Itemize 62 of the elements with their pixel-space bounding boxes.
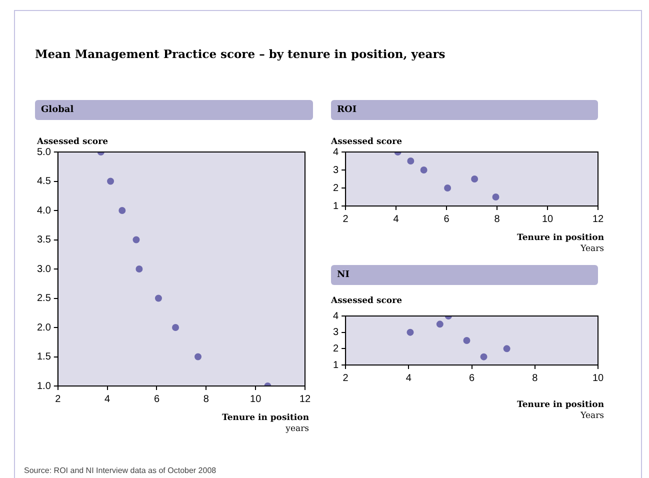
x-tick-label: 10 xyxy=(592,372,604,384)
x-tick-label: 4 xyxy=(406,372,412,384)
x-tick-label: 8 xyxy=(494,214,500,225)
source-note: Source: ROI and NI Interview data as of October 2008 xyxy=(24,466,216,475)
point xyxy=(503,345,510,352)
y-tick-label: 4.0 xyxy=(36,205,52,216)
point xyxy=(492,194,500,200)
point xyxy=(194,353,202,360)
x-tick-label: 6 xyxy=(154,394,160,405)
y-tick-label: 2.0 xyxy=(36,322,52,334)
x-tick-label: 4 xyxy=(104,394,111,405)
point xyxy=(172,324,180,331)
point xyxy=(420,166,428,174)
x-axis-title: Tenure in position years xyxy=(222,413,309,435)
point xyxy=(463,337,470,344)
point xyxy=(480,353,488,360)
point xyxy=(107,178,114,185)
point xyxy=(136,266,143,272)
y-tick-label: 1 xyxy=(333,360,339,371)
y-tick-label: 1.0 xyxy=(36,380,52,392)
y-tick-label: 4 xyxy=(333,310,339,322)
x-tick-label: 2 xyxy=(342,214,349,225)
y-tick-label: 2 xyxy=(333,343,339,354)
y-tick-label: 4 xyxy=(333,146,339,158)
point xyxy=(154,294,162,302)
point xyxy=(406,328,414,336)
x-tick-label: 8 xyxy=(203,394,210,405)
x-tick-label: 8 xyxy=(532,372,538,384)
x-tick-label: 2 xyxy=(342,372,349,384)
point xyxy=(132,236,140,244)
chart-title: NI xyxy=(331,265,598,285)
x-tick-label: 4 xyxy=(393,214,400,225)
point xyxy=(471,176,478,182)
x-tick-label: 12 xyxy=(592,214,604,225)
x-axis-title: Tenure in position Years xyxy=(517,400,604,422)
chart-title: Mean Management Practice score – by tenure in position, years xyxy=(35,47,446,61)
x-tick-label: 12 xyxy=(299,394,311,405)
y-tick-label: 2 xyxy=(333,182,339,194)
point xyxy=(444,184,452,192)
y-tick-label: 3 xyxy=(333,327,339,338)
y-tick-label: 5.0 xyxy=(36,146,52,158)
x-axis-title: Tenure in position Years xyxy=(517,233,604,255)
y-tick-label: 3.5 xyxy=(36,234,52,246)
point xyxy=(436,320,444,328)
y-axis-title: Assessed score xyxy=(331,137,402,147)
y-tick-label: 1 xyxy=(333,200,339,212)
y-tick-label: 2.5 xyxy=(36,293,52,304)
chart-subtitle: Global xyxy=(35,100,313,120)
point xyxy=(407,158,414,164)
y-tick-label: 3.0 xyxy=(36,264,52,275)
chart-title: ROI xyxy=(331,100,598,120)
x-tick-label: 10 xyxy=(542,214,554,225)
y-axis-title: Assessed score xyxy=(37,137,108,147)
x-tick-label: 6 xyxy=(469,372,475,384)
y-tick-label: 1.5 xyxy=(36,352,52,362)
x-tick-label: 6 xyxy=(444,214,450,225)
y-axis-title: Assessed score xyxy=(331,296,402,306)
x-tick-label: 10 xyxy=(250,394,262,405)
y-tick-label: 3 xyxy=(333,164,339,176)
y-tick-label: 4.5 xyxy=(36,176,52,187)
point xyxy=(118,207,126,214)
x-tick-label: 2 xyxy=(55,394,62,405)
